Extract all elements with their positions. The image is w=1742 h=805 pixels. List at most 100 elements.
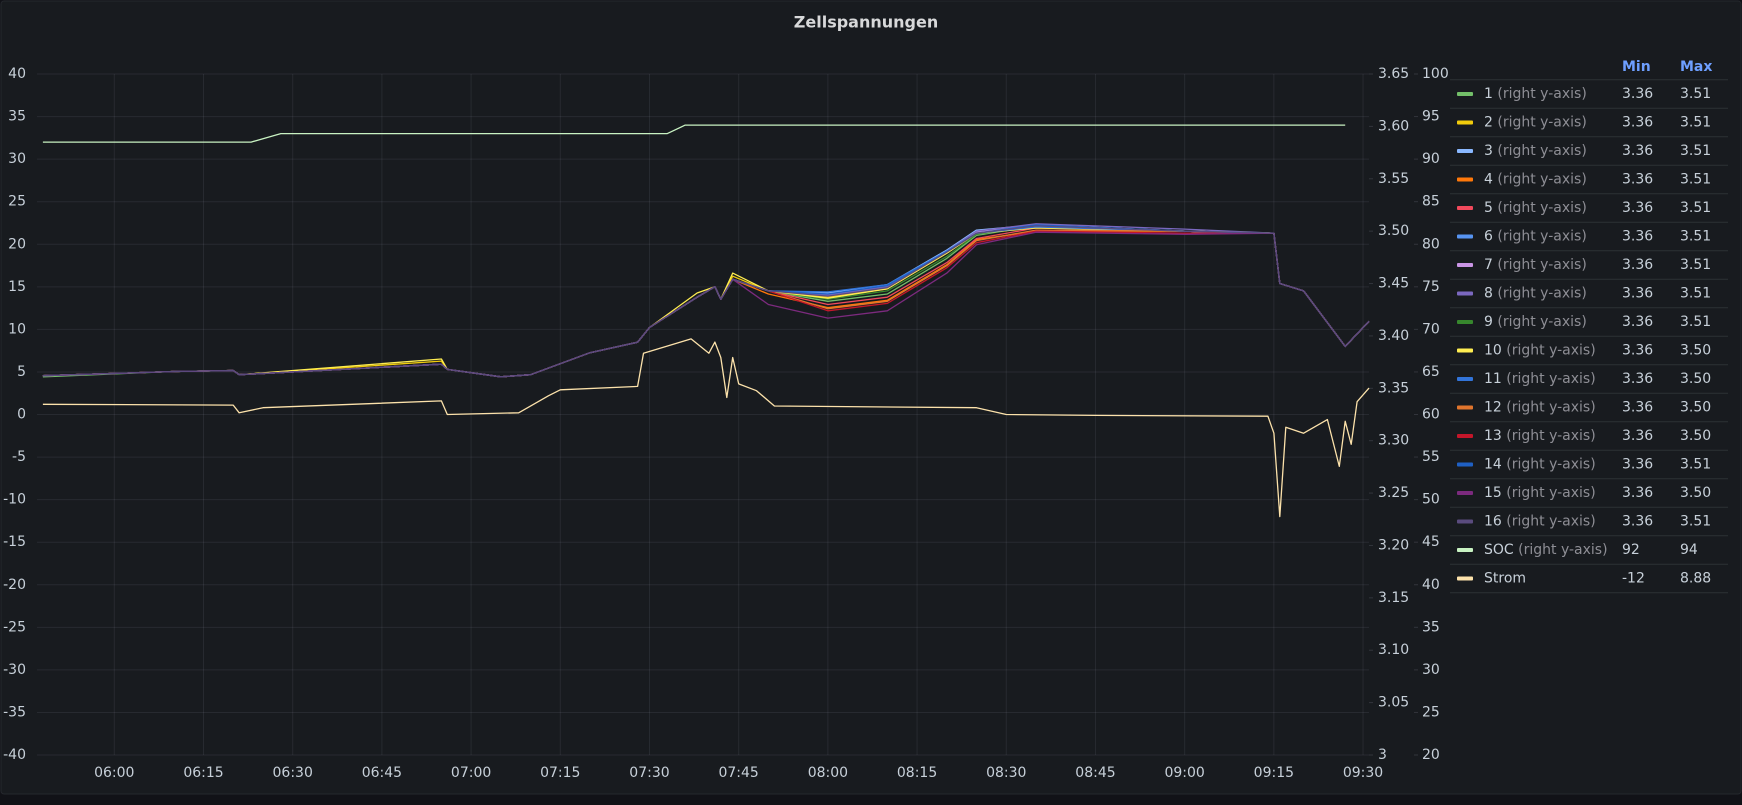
legend-axis-note: (right y-axis) <box>1497 286 1586 302</box>
legend-max: 3.50 <box>1680 343 1711 359</box>
y2-tick-label: 3.65 <box>1378 66 1409 82</box>
y-tick-label: -15 <box>3 534 26 550</box>
y3-tick-label: 25 <box>1422 704 1440 720</box>
y3-tick-label: 30 <box>1422 662 1440 678</box>
legend-max: 3.51 <box>1680 286 1711 302</box>
legend-max: 3.51 <box>1680 257 1711 273</box>
legend-swatch <box>1457 149 1473 153</box>
y-tick-label: 35 <box>8 109 26 125</box>
legend-label: 6 (right y-axis) <box>1484 229 1587 245</box>
y-tick-label: -5 <box>12 449 26 465</box>
y-tick-label: -40 <box>3 747 26 763</box>
legend-axis-note: (right y-axis) <box>1497 257 1586 273</box>
grid: -40 -35 -30 -25 -20 -15 -10 -5 0 5 10 15 20 25 30 35 40 3… <box>3 66 1449 781</box>
legend-swatch <box>1457 377 1473 381</box>
legend-min: 3.36 <box>1622 286 1653 302</box>
legend-label: 2 (right y-axis) <box>1484 115 1587 131</box>
legend-swatch <box>1457 576 1473 581</box>
legend-max: 3.51 <box>1680 200 1711 216</box>
legend-max: 3.51 <box>1680 143 1711 159</box>
x-tick-label: 07:15 <box>540 765 580 781</box>
legend-axis-note: (right y-axis) <box>1497 86 1586 102</box>
y3-tick-label: 40 <box>1422 577 1440 593</box>
legend-label: 3 (right y-axis) <box>1484 143 1587 159</box>
legend-name: 10 <box>1484 343 1502 359</box>
x-tick-label: 06:30 <box>273 765 313 781</box>
legend-swatch <box>1457 291 1473 296</box>
y-tick-label: -30 <box>3 662 26 678</box>
legend-max: 3.51 <box>1680 514 1711 530</box>
legend-label: 14 (right y-axis) <box>1484 457 1596 473</box>
x-tick-label: 08:00 <box>808 765 848 781</box>
legend-name: SOC <box>1484 542 1514 558</box>
legend-swatch <box>1457 234 1473 239</box>
legend-swatch <box>1457 434 1473 438</box>
y-tick-label: 0 <box>17 407 26 423</box>
legend-min: 3.36 <box>1622 371 1653 387</box>
y-tick-label: -25 <box>3 619 26 635</box>
y3-tick-label: 70 <box>1422 321 1440 337</box>
legend-axis-note: (right y-axis) <box>1506 343 1595 359</box>
legend-max: 3.51 <box>1680 172 1711 188</box>
y2-tick-label: 3.20 <box>1378 537 1409 553</box>
y-tick-label: -10 <box>3 492 26 508</box>
y3-tick-label: 20 <box>1422 747 1440 763</box>
legend-axis-note: (right y-axis) <box>1506 428 1595 444</box>
y3-tick-label: 80 <box>1422 236 1440 252</box>
chart-title: Zellspannungen <box>794 13 938 32</box>
legend-axis-note: (right y-axis) <box>1497 229 1586 245</box>
y2-tick-label: 3.10 <box>1378 642 1409 658</box>
legend-label: 8 (right y-axis) <box>1484 286 1587 302</box>
y2-tick-label: 3.40 <box>1378 328 1409 344</box>
y-tick-label: 30 <box>8 151 26 167</box>
legend-swatch <box>1457 263 1473 267</box>
y3-tick-label: 35 <box>1422 619 1440 635</box>
legend-name: 9 <box>1484 314 1493 330</box>
legend-name: 5 <box>1484 200 1493 216</box>
x-tick-label: 09:30 <box>1343 765 1383 781</box>
legend-label: 9 (right y-axis) <box>1484 314 1587 330</box>
legend-max: 8.88 <box>1680 571 1711 587</box>
legend-label: 5 (right y-axis) <box>1484 200 1587 216</box>
x-tick-label: 09:15 <box>1254 765 1294 781</box>
legend-axis-note: (right y-axis) <box>1497 200 1586 216</box>
legend-min: 3.36 <box>1622 457 1653 473</box>
legend-max: 94 <box>1680 542 1698 558</box>
y3-tick-label: 95 <box>1422 109 1440 125</box>
legend-min: 3.36 <box>1622 257 1653 273</box>
legend-max: 3.51 <box>1680 314 1711 330</box>
y-tick-label: -20 <box>3 577 26 593</box>
y3-tick-label: 85 <box>1422 194 1440 210</box>
legend-min: 3.36 <box>1622 115 1653 131</box>
legend-swatch <box>1457 206 1473 210</box>
x-tick-label: 07:30 <box>629 765 669 781</box>
legend-max: 3.50 <box>1680 428 1711 444</box>
series-line <box>42 225 1370 378</box>
legend-label: 1 (right y-axis) <box>1484 86 1587 102</box>
legend-max: 3.51 <box>1680 115 1711 131</box>
legend-label: 16 (right y-axis) <box>1484 514 1596 530</box>
y-tick-label: 5 <box>17 364 26 380</box>
legend-min: 3.36 <box>1622 172 1653 188</box>
y3-tick-label: 45 <box>1422 534 1440 550</box>
legend-min: 3.36 <box>1622 229 1653 245</box>
legend-name: 15 <box>1484 485 1502 501</box>
legend-max: 3.50 <box>1680 400 1711 416</box>
legend-name: Strom <box>1484 571 1526 587</box>
legend-axis-note: (right y-axis) <box>1506 371 1595 387</box>
legend-label: 13 (right y-axis) <box>1484 428 1596 444</box>
x-tick-label: 06:00 <box>94 765 134 781</box>
legend-max: 3.51 <box>1680 86 1711 102</box>
legend-max: 3.50 <box>1680 485 1711 501</box>
legend-name: 2 <box>1484 115 1493 131</box>
legend-name: 13 <box>1484 428 1502 444</box>
legend-name: 11 <box>1484 371 1502 387</box>
legend-min: 3.36 <box>1622 200 1653 216</box>
legend-min: 3.36 <box>1622 485 1653 501</box>
legend-name: 4 <box>1484 172 1493 188</box>
legend-swatch <box>1457 120 1473 125</box>
y-tick-label: -35 <box>3 704 26 720</box>
legend-swatch <box>1457 462 1473 467</box>
y-tick-label: 15 <box>8 279 26 295</box>
legend-axis-note: (right y-axis) <box>1506 400 1595 416</box>
